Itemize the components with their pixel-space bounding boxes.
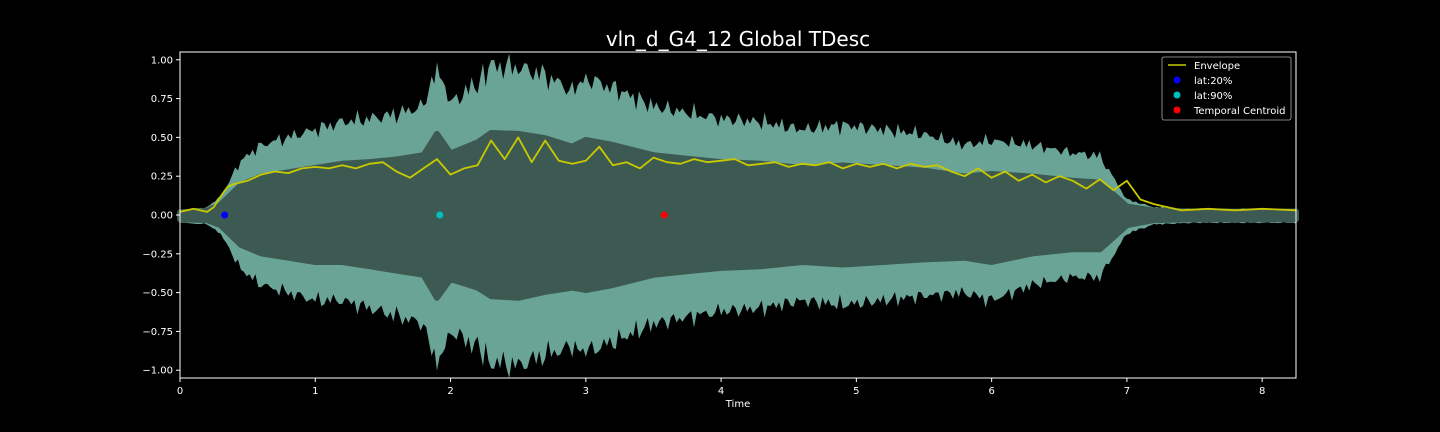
legend-entry-lat20: lat:20% <box>1194 76 1232 87</box>
legend-centroid-swatch <box>1173 106 1181 114</box>
marker-lat20 <box>221 211 229 219</box>
y-tick-label: 0.50 <box>151 133 173 144</box>
y-tick-label: 0.75 <box>151 94 173 105</box>
x-tick-label: 1 <box>312 386 318 397</box>
x-tick-label: 3 <box>583 386 589 397</box>
chart-title: vln_d_G4_12 Global TDesc <box>606 27 870 51</box>
legend-box <box>1161 56 1292 121</box>
legend-entry-lat90: lat:90% <box>1194 91 1232 102</box>
y-tick-label: −1.00 <box>142 366 173 377</box>
legend-entry-centroid: Temporal Centroid <box>1193 106 1286 117</box>
y-tick-label: 0.00 <box>151 211 173 222</box>
x-tick-label: 4 <box>718 386 724 397</box>
x-tick-label: 8 <box>1259 386 1265 397</box>
x-tick-label: 6 <box>988 386 994 397</box>
y-tick-label: 0.25 <box>151 172 173 183</box>
y-tick-label: 1.00 <box>151 55 173 66</box>
x-tick-label: 2 <box>447 386 453 397</box>
axes-ticks: 0 1 2 3 4 5 6 7 8 −1.00 −0.75 −0.50 −0.25 0.00 0.25 0.5… <box>142 55 1265 397</box>
marker-temporal-centroid <box>660 211 668 219</box>
x-tick-label: 0 <box>177 386 183 397</box>
y-tick-label: −0.50 <box>142 288 173 299</box>
legend-entry-envelope: Envelope <box>1194 61 1240 72</box>
x-axis-label: Time <box>725 399 750 410</box>
x-tick-label: 7 <box>1124 386 1130 397</box>
envelope-line <box>179 136 1297 213</box>
marker-lat90 <box>436 211 444 219</box>
y-tick-label: −0.25 <box>142 249 173 260</box>
legend: Envelope lat:20% lat:90% Temporal Centro… <box>1161 56 1292 121</box>
x-tick-label: 5 <box>853 386 859 397</box>
legend-lat90-swatch <box>1173 91 1181 99</box>
y-tick-label: −0.75 <box>142 327 173 338</box>
plot-area <box>177 53 1299 379</box>
legend-lat20-swatch <box>1173 76 1181 84</box>
